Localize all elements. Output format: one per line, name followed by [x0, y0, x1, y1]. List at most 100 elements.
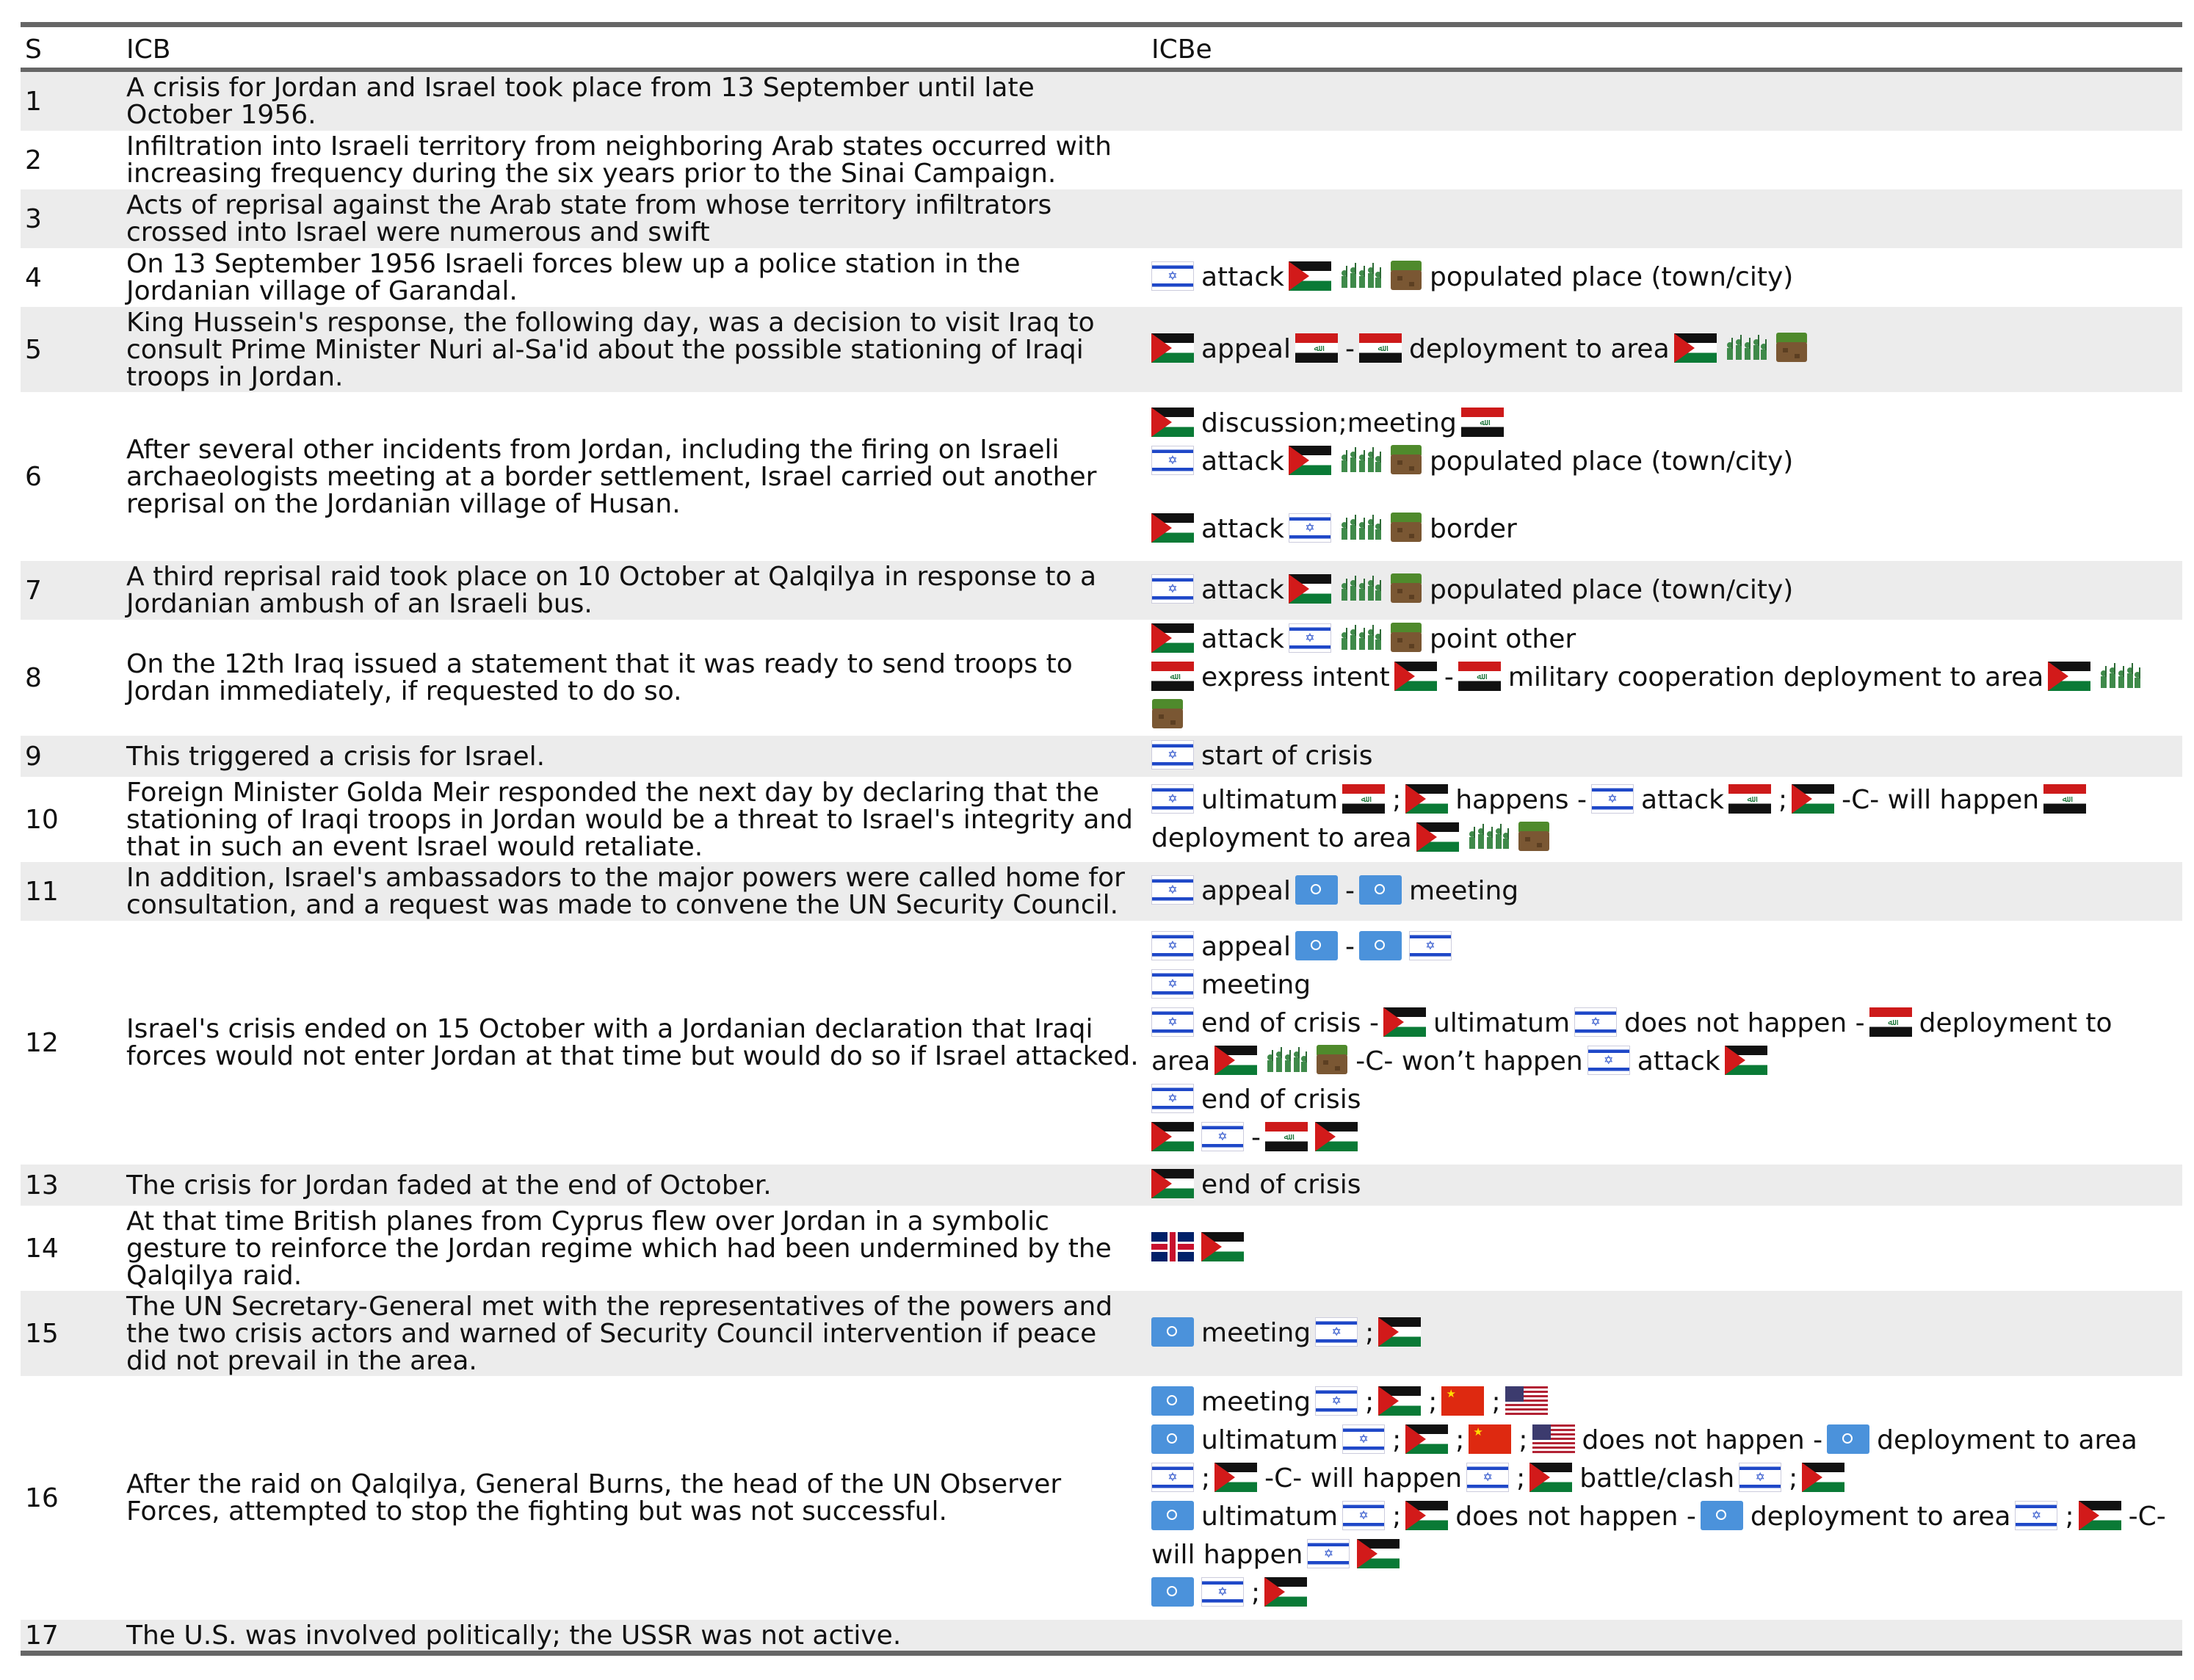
israel-flag-icon — [1342, 1424, 1386, 1454]
event-word: does not happen - — [1455, 1502, 1696, 1532]
event-word: ; — [1365, 1318, 1375, 1348]
row-number: 8 — [25, 662, 42, 693]
icbe-events: appeal - meeting — [1151, 862, 2182, 921]
event-word: end of crisis - — [1201, 1008, 1379, 1038]
icbe-events: attack point other express intent - military… — [1151, 620, 2182, 736]
event-word: attack — [1637, 1046, 1720, 1076]
un-flag-icon — [1151, 1386, 1194, 1416]
icb-text: The UN Secretary-General met with the re… — [126, 1291, 1151, 1376]
icbe-event-line: attack point other — [1151, 620, 2182, 659]
row-number: 17 — [25, 1620, 59, 1651]
icb-text-line: The U.S. was involved politically; the U… — [126, 1620, 902, 1651]
israel-flag-icon — [1201, 1122, 1244, 1151]
israel-flag-icon — [1151, 574, 1194, 604]
table-body: 1 A crisis for Jordan and Israel took pla… — [21, 72, 2182, 1651]
land-block-icon — [1317, 1045, 1348, 1074]
event-word: ; — [1455, 1425, 1465, 1455]
icbe-events: discussion;meeting attack populated place … — [1151, 392, 2182, 561]
icb-text-line: consult Prime Minister Nuri al-Sa'id abo… — [126, 334, 1084, 365]
row-number: 16 — [25, 1482, 59, 1513]
iraq-flag-icon — [2043, 784, 2087, 814]
icbe-event-line: appeal - — [1151, 928, 2182, 966]
israel-flag-icon — [1201, 1577, 1244, 1607]
event-word: appeal — [1201, 334, 1291, 364]
icbe-event-line: meeting;;; — [1151, 1383, 2182, 1422]
event-word: ultimatum — [1201, 785, 1339, 815]
icbe-events: attack populated place (town/city) — [1151, 561, 2182, 620]
icbe-event-line — [1151, 481, 2182, 510]
icbe-event-line: discussion;meeting — [1151, 405, 2182, 443]
land-block-icon — [1391, 513, 1422, 542]
table-header-rule — [21, 68, 2182, 72]
israel-flag-icon — [1590, 784, 1634, 814]
jordan-flag-icon — [2048, 662, 2091, 691]
jordan-flag-icon — [1724, 1046, 1767, 1075]
icb-text: After the raid on Qalqilya, General Burn… — [126, 1376, 1151, 1620]
event-word: area — [1151, 1046, 1211, 1076]
jordan-flag-icon — [1792, 784, 1835, 814]
table-row: 6 After several other incidents from Jord… — [21, 392, 2182, 561]
icbe-events — [1151, 189, 2182, 248]
jordan-flag-icon — [1201, 1232, 1244, 1261]
row-number: 5 — [25, 334, 42, 365]
event-word: attack — [1201, 262, 1284, 292]
event-word: populated place (town/city) — [1430, 262, 1794, 292]
icb-text-line: Jordanian ambush of an Israeli bus. — [126, 589, 593, 619]
icbe-events — [1151, 1620, 2182, 1651]
row-number: 4 — [25, 262, 42, 293]
row-number: 1 — [25, 86, 42, 117]
icb-text-line: troops in Jordan. — [126, 361, 344, 392]
event-word: attack — [1201, 575, 1284, 605]
jordan-flag-icon — [1289, 261, 1331, 291]
icbe-event-line: attack border — [1151, 510, 2182, 548]
event-word: - — [1251, 1123, 1261, 1153]
jordan-flag-icon — [1289, 446, 1331, 475]
icb-text-line: Infiltration into Israeli territory from… — [126, 131, 1112, 162]
israel-flag-icon — [1151, 740, 1194, 770]
icb-text: King Hussein's response, the following d… — [126, 307, 1151, 392]
israel-flag-icon — [1151, 261, 1194, 291]
icbe-event-line — [1151, 1229, 2182, 1267]
israel-flag-icon — [1574, 1007, 1618, 1037]
event-word: ultimatum — [1433, 1008, 1571, 1038]
icb-text: On the 12th Iraq issued a statement that… — [126, 620, 1151, 736]
jordan-flag-icon — [2078, 1501, 2121, 1530]
event-word: will happen — [1151, 1540, 1303, 1570]
table-top-rule — [21, 22, 2182, 27]
row-number: 2 — [25, 145, 42, 175]
icb-text-line: At that time British planes from Cyprus … — [126, 1206, 1049, 1237]
table-row: 4 On 13 September 1956 Israeli forces ble… — [21, 248, 2182, 307]
table-row: 13 The crisis for Jordan faded at the end… — [21, 1165, 2182, 1206]
jordan-flag-icon — [1214, 1046, 1258, 1075]
icb-text-line: forces would not enter Jordan at that ti… — [126, 1041, 1139, 1071]
israel-flag-icon — [1151, 1007, 1194, 1037]
israel-flag-icon — [1151, 784, 1194, 814]
icb-text-line: After the raid on Qalqilya, General Burn… — [126, 1469, 1062, 1499]
icbe-events: appeal - meeting end of crisis - ultimatum do… — [1151, 921, 2182, 1165]
table-bottom-rule — [21, 1651, 2182, 1656]
event-word: ; — [1392, 785, 1402, 815]
event-word: meeting — [1201, 1387, 1311, 1417]
icb-text-line: Forces, attempted to stop the fighting b… — [126, 1496, 947, 1527]
icb-text-line: increasing frequency during the six year… — [126, 159, 1057, 189]
event-word: express intent — [1201, 662, 1390, 692]
soldiers-icon — [1342, 576, 1381, 601]
icbe-events: meeting;;;ultimatum;;;does not happen -d… — [1151, 1376, 2182, 1620]
israel-flag-icon — [1289, 623, 1331, 653]
icb-text-line: archaeologists meeting at a border settl… — [126, 461, 1097, 492]
israel-flag-icon — [1739, 1463, 1782, 1492]
israel-flag-icon — [1151, 1463, 1194, 1492]
table-row: 7 A third reprisal raid took place on 10 … — [21, 561, 2182, 620]
table-row: 9 This triggered a crisis for Israel. star… — [21, 736, 2182, 777]
row-number: 9 — [25, 741, 42, 772]
icb-text-line: On 13 September 1956 Israeli forces blew… — [126, 249, 1021, 279]
icb-text: A crisis for Jordan and Israel took plac… — [126, 72, 1151, 131]
china-flag-icon — [1441, 1386, 1485, 1416]
event-word: ultimatum — [1201, 1425, 1339, 1455]
event-word: ; — [1251, 1578, 1261, 1608]
land-block-icon — [1775, 333, 1807, 362]
land-block-icon — [1391, 445, 1422, 474]
un-flag-icon — [1827, 1424, 1870, 1454]
un-flag-icon — [1151, 1317, 1194, 1347]
